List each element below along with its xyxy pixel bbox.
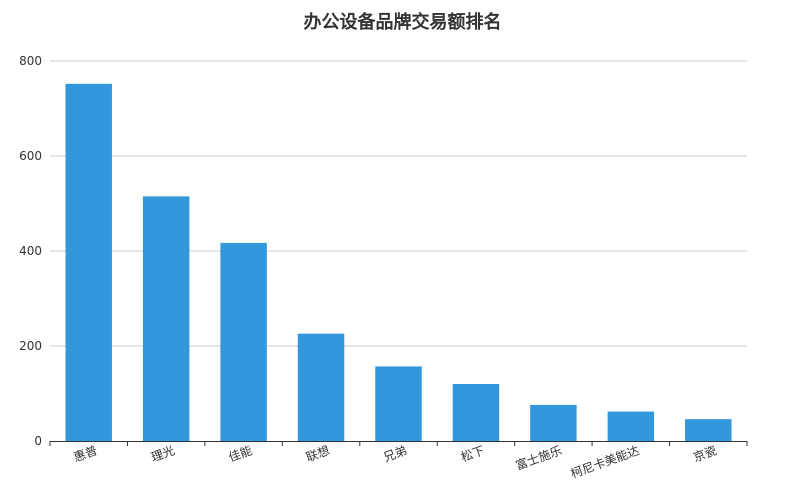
bar[interactable] <box>297 333 345 441</box>
x-tick-label: 富士施乐 <box>514 442 564 473</box>
bars <box>65 83 732 442</box>
bar[interactable] <box>142 196 190 441</box>
x-axis <box>49 441 748 446</box>
bar[interactable] <box>685 419 732 441</box>
bar[interactable] <box>530 404 577 441</box>
bar[interactable] <box>452 384 500 441</box>
y-tick-label: 400 <box>19 244 42 258</box>
x-tick-label: 兄弟 <box>382 443 409 464</box>
chart-title: 办公设备品牌交易额排名 <box>303 12 502 33</box>
bar[interactable] <box>375 366 422 441</box>
x-tick-label: 松下 <box>459 443 486 464</box>
x-tick-label: 惠普 <box>72 443 99 464</box>
x-tick-label: 佳能 <box>227 443 254 464</box>
x-tick-label: 联想 <box>304 442 332 464</box>
x-tick-label: 京瓷 <box>691 443 718 464</box>
y-tick-label: 200 <box>19 339 42 353</box>
x-axis-ticks: 惠普 理光 佳能 联想 兄弟 松下 富士施乐 柯尼卡美能达 京瓷 <box>72 442 719 481</box>
y-axis-ticks: 0 200 400 600 800 <box>19 54 42 448</box>
y-tick-label: 600 <box>19 149 42 163</box>
y-tick-label: 0 <box>34 434 42 448</box>
bar[interactable] <box>65 83 112 442</box>
bar[interactable] <box>220 242 267 441</box>
y-tick-label: 800 <box>19 54 42 68</box>
bar[interactable] <box>607 411 655 441</box>
x-tick-label: 柯尼卡美能达 <box>569 443 641 481</box>
x-tick-label: 理光 <box>149 443 176 464</box>
